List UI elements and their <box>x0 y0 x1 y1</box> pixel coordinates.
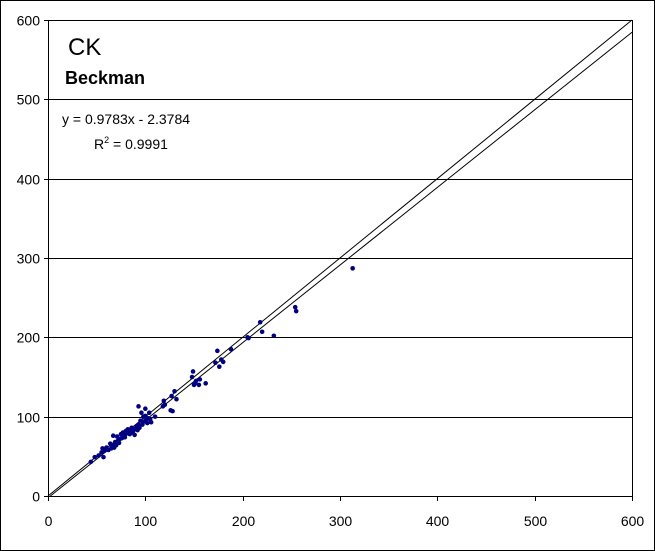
data-point-69 <box>197 377 203 382</box>
y-tick-label-200: 200 <box>17 330 41 346</box>
data-point-75 <box>220 359 226 365</box>
ticks: 0 100 200 300 400 500 600 0 100 200 300 400 500 600 <box>17 13 645 530</box>
data-point-60 <box>170 408 175 414</box>
data-point-81 <box>271 333 277 339</box>
data-point-62 <box>174 396 179 402</box>
chart-title: CK <box>68 34 101 61</box>
data-point-42 <box>139 410 144 416</box>
r-squared-sup: 2 <box>104 135 109 145</box>
data-point-57 <box>162 402 168 408</box>
data-point-64 <box>190 369 196 374</box>
y-tick-label-500: 500 <box>17 92 41 108</box>
data-point-0 <box>88 459 94 465</box>
data-point-24 <box>122 434 128 440</box>
data-point-78 <box>246 335 251 341</box>
y-tick-label-400: 400 <box>17 172 41 188</box>
data-point-82 <box>292 304 298 310</box>
data-point-34 <box>132 432 137 438</box>
data-point-79 <box>257 319 263 325</box>
data-point-54 <box>152 414 158 419</box>
chart-subtitle: Beckman <box>65 68 145 88</box>
data-point-51 <box>146 410 152 416</box>
data-point-83 <box>293 308 299 314</box>
y-tick-label-0: 0 <box>32 489 40 505</box>
x-tick-label-600: 600 <box>621 513 645 529</box>
data-point-18 <box>116 440 122 446</box>
y-tick-label-300: 300 <box>17 251 41 267</box>
data-point-49 <box>144 420 150 426</box>
data-point-68 <box>196 382 202 388</box>
data-point-84 <box>350 266 355 271</box>
data-point-12 <box>110 433 116 439</box>
x-tick-label-0: 0 <box>45 513 53 529</box>
r-squared-label: R2 = 0.9991 <box>94 135 168 152</box>
data-point-63 <box>189 374 195 380</box>
data-point-1 <box>92 454 98 460</box>
data-point-76 <box>228 346 234 352</box>
regression-equation: y = 0.9783x - 2.3784 <box>62 111 190 127</box>
r-squared-r: R <box>94 136 104 152</box>
data-point-53 <box>148 419 154 425</box>
data-points <box>88 266 355 465</box>
data-point-67 <box>193 378 199 384</box>
x-tick-label-400: 400 <box>426 513 450 529</box>
data-point-80 <box>259 329 265 335</box>
data-point-61 <box>172 388 177 394</box>
data-point-40 <box>137 425 142 431</box>
x-tick-label-500: 500 <box>524 513 548 529</box>
data-point-59 <box>169 393 174 399</box>
x-tick-label-100: 100 <box>134 513 158 529</box>
data-point-41 <box>138 418 143 423</box>
data-point-2 <box>96 453 101 458</box>
x-tick-label-200: 200 <box>232 513 256 529</box>
r-squared-value: = 0.9991 <box>109 136 168 152</box>
data-point-71 <box>213 360 218 366</box>
data-point-39 <box>136 404 141 409</box>
data-point-56 <box>161 398 167 404</box>
data-point-70 <box>203 381 208 386</box>
data-point-47 <box>143 406 148 412</box>
data-point-5 <box>101 454 106 460</box>
data-point-72 <box>215 348 220 354</box>
x-tick-label-300: 300 <box>329 513 353 529</box>
data-point-73 <box>217 364 222 369</box>
y-tick-label-600: 600 <box>17 13 41 29</box>
y-tick-label-100: 100 <box>17 410 41 426</box>
